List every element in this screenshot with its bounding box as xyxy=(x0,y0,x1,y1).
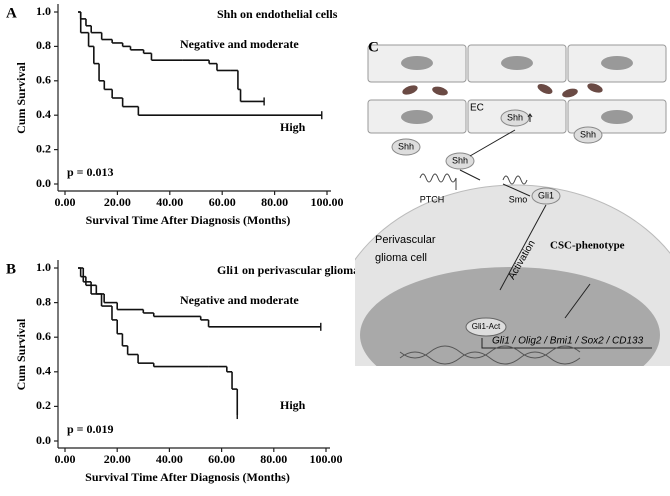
x-tick-label: 100.00 xyxy=(310,452,343,466)
panel-label: C xyxy=(368,39,379,55)
y-tick-label: 0.4 xyxy=(36,364,51,378)
x-axis-label: Survival Time After Diagnosis (Months) xyxy=(86,213,291,227)
x-tick-label: 60.00 xyxy=(209,195,236,209)
y-tick-label: 0.6 xyxy=(36,329,51,343)
arrows xyxy=(459,129,591,319)
x-tick-label: 0.00 xyxy=(55,195,76,209)
cell-label: glioma cell xyxy=(375,252,427,264)
cell-label: Perivascular xyxy=(375,234,436,246)
x-axis-label: Survival Time After Diagnosis (Months) xyxy=(85,470,290,484)
ec-nuclei xyxy=(401,56,633,124)
panel-label: B xyxy=(6,261,16,277)
gli1-label: Gli1 xyxy=(538,190,554,200)
gli1-act-box xyxy=(465,317,507,337)
chart-title: Gli1 on perivascular glioma cells xyxy=(217,263,384,277)
legend-label: High xyxy=(280,398,306,412)
y-tick-label: 0.2 xyxy=(36,141,51,155)
y-tick-label: 0.8 xyxy=(36,38,51,52)
smo-label: Smo xyxy=(509,194,528,204)
ptch-label: PTCH xyxy=(420,194,445,204)
shh-ligands xyxy=(391,109,603,205)
legend-label: Negative and moderate xyxy=(180,37,299,51)
gli1-act-label: Gli1-Act xyxy=(472,322,501,331)
x-tick-label: 100.00 xyxy=(311,195,344,209)
nucleus xyxy=(360,267,660,366)
p-value: p = 0.013 xyxy=(67,165,114,179)
y-tick-label: 0.8 xyxy=(36,294,51,308)
charts: 0.0 0.2 0.4 0.6 0.8 1.0 0.00 20.00 40.00 60.00 80.… xyxy=(6,4,384,484)
y-tick-label: 0.2 xyxy=(36,398,51,412)
x-tick-label: 0.00 xyxy=(55,452,76,466)
x-tick-label: 40.00 xyxy=(156,195,183,209)
shh-label: Shh xyxy=(580,129,596,139)
y-tick-label: 1.0 xyxy=(36,260,51,274)
y-tick-label: 1.0 xyxy=(36,4,51,18)
y-axis-label: Cum Survival xyxy=(14,62,28,134)
y-tick-label: 0.4 xyxy=(36,107,51,121)
y-tick-label: 0.6 xyxy=(36,73,51,87)
diagram: C EC Shh Shh Shh Shh PTCH Smo Gli1 Periv… xyxy=(355,39,670,366)
promoter xyxy=(481,338,652,349)
shh-label: Shh xyxy=(507,112,523,122)
x-tick-label: 80.00 xyxy=(261,195,288,209)
chart-title: Shh on endothelial cells xyxy=(217,7,338,21)
x-tick-label: 80.00 xyxy=(260,452,287,466)
receptors xyxy=(419,173,528,190)
y-tick-label: 0.0 xyxy=(36,176,51,190)
shh-label: Shh xyxy=(452,155,468,165)
legend-label: High xyxy=(280,120,306,134)
red-cells xyxy=(402,83,603,98)
csc-label: CSC-phenotype xyxy=(550,240,625,252)
y-tick-label: 0.0 xyxy=(36,433,51,447)
x-tick-label: 60.00 xyxy=(208,452,235,466)
up-arrow xyxy=(527,113,533,122)
p-value: p = 0.019 xyxy=(67,422,114,436)
x-tick-label: 20.00 xyxy=(104,452,131,466)
ec-label: EC xyxy=(470,103,484,114)
x-tick-label: 40.00 xyxy=(156,452,183,466)
y-axis-label: Cum Survival xyxy=(14,318,28,390)
panel-label: A xyxy=(6,5,17,21)
legend-label: Negative and moderate xyxy=(180,293,299,307)
x-tick-label: 20.00 xyxy=(104,195,131,209)
genes-label: Gli1 / Olig2 / Bmi1 / Sox2 / CD133 xyxy=(492,336,644,347)
shh-label: Shh xyxy=(398,141,414,151)
dna xyxy=(399,345,581,365)
